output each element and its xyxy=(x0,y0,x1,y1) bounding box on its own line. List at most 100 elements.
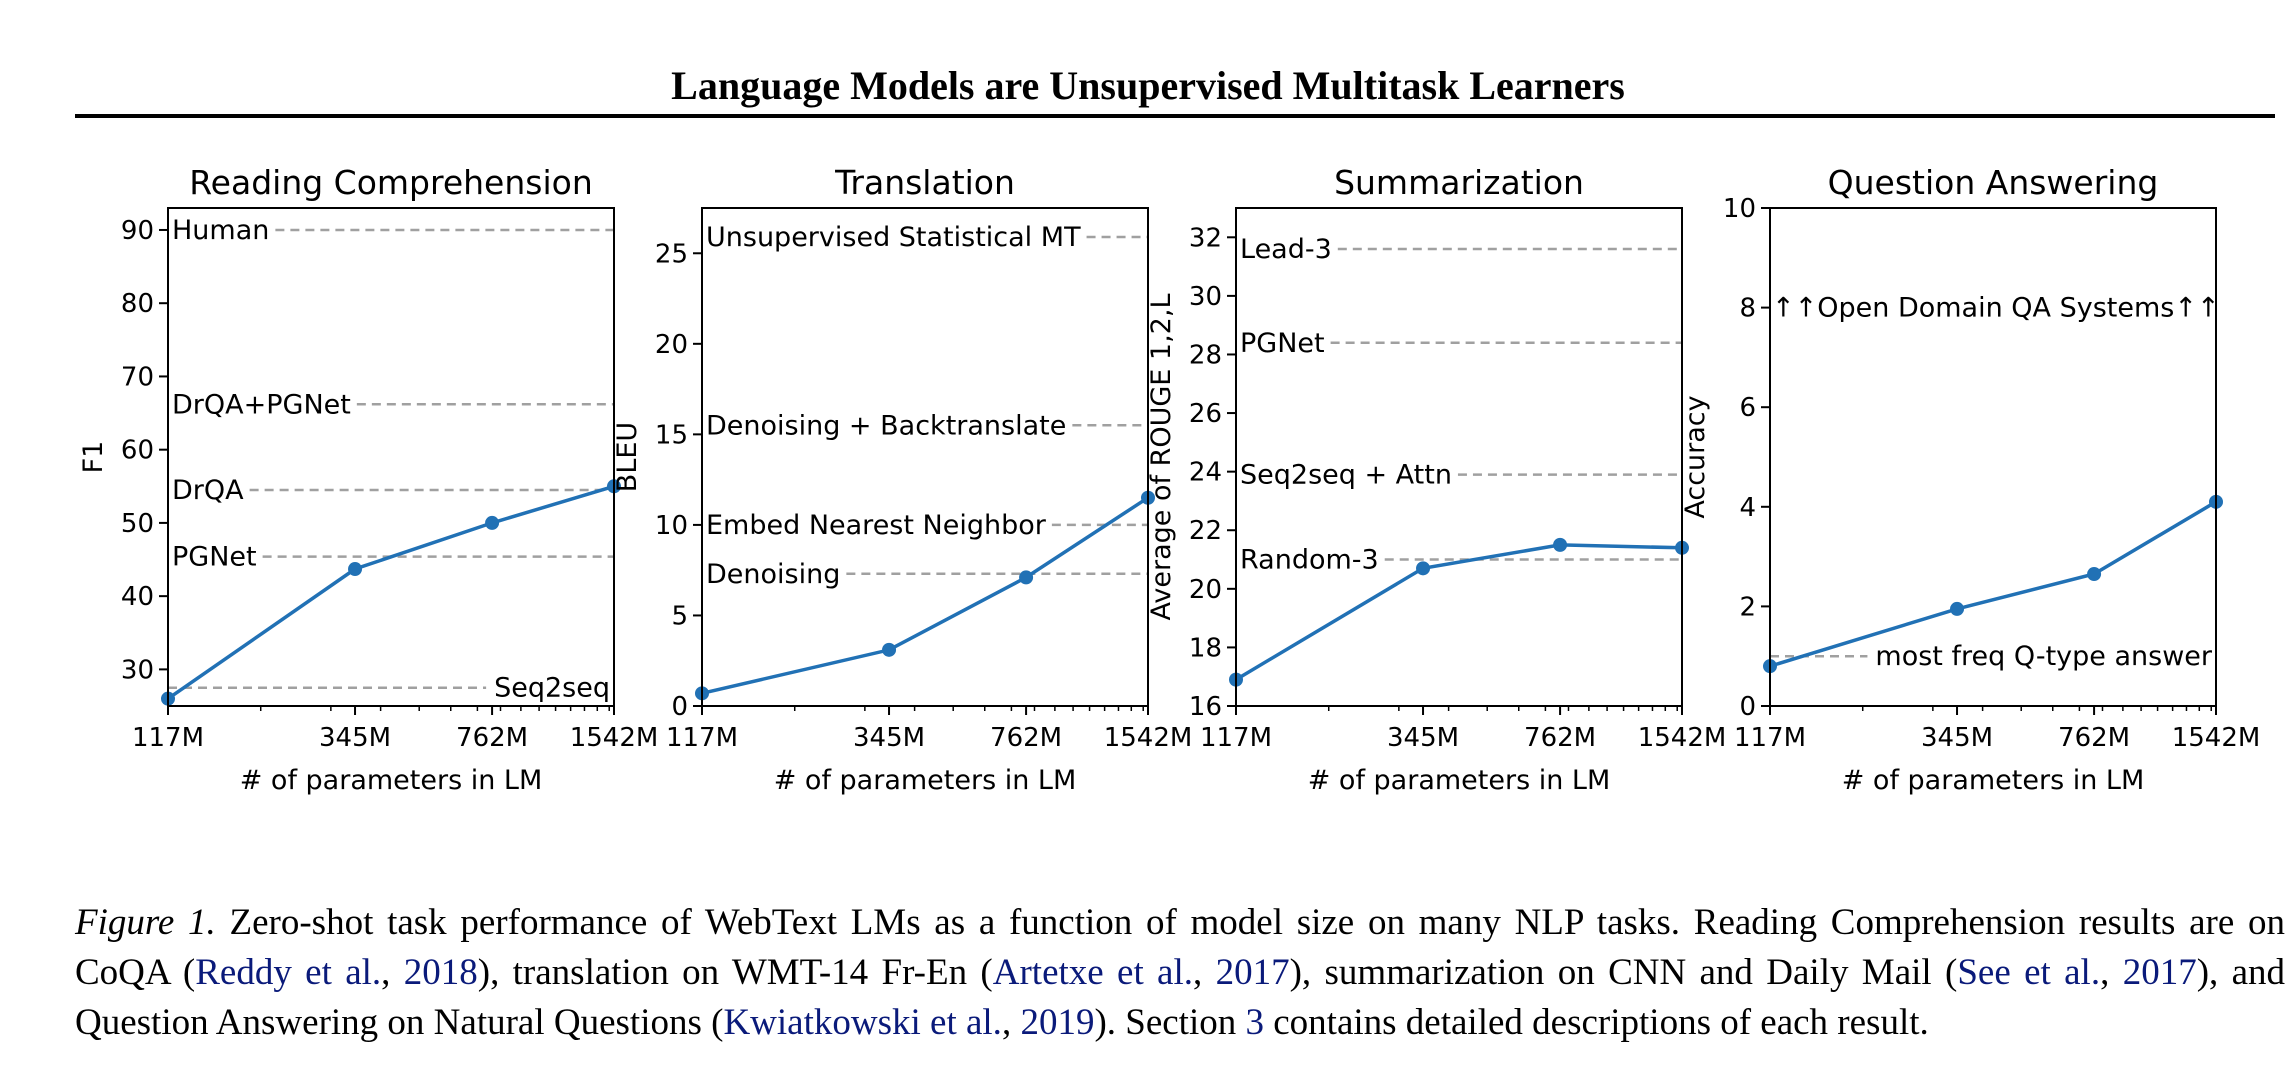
y-axis-label: Accuracy xyxy=(1680,395,1711,518)
figure-1-charts: Reading Comprehension Human DrQA+PGNet DrQA… xyxy=(78,163,2261,796)
data-point xyxy=(485,515,500,530)
x-axis-label: # of parameters in LM xyxy=(1308,765,1611,796)
x-tick-label: 345M xyxy=(1387,723,1459,753)
header-rule xyxy=(75,114,2275,118)
y-tick-label: 30 xyxy=(121,655,154,685)
reference-label: Seq2seq + Attn xyxy=(1240,460,1452,491)
citation-link-see[interactable]: See et al. xyxy=(1957,952,2101,993)
axes-frame xyxy=(1235,207,1683,707)
reference-label: Denoising xyxy=(706,559,840,590)
citation-year-link-see[interactable]: 2017 xyxy=(2122,952,2197,993)
chart-title: Question Answering xyxy=(1828,163,2159,202)
x-tick-label: 345M xyxy=(853,723,925,753)
x-tick-label: 1542M xyxy=(570,723,659,753)
chart-title: Translation xyxy=(834,163,1015,202)
citation-link-reddy[interactable]: Reddy et al. xyxy=(195,952,382,993)
y-tick-label: 5 xyxy=(671,601,688,631)
series-line xyxy=(701,496,1149,696)
y-tick-label: 10 xyxy=(1723,194,1756,224)
figure-label: Figure 1. xyxy=(75,902,216,943)
y-tick-label: 26 xyxy=(1189,399,1222,429)
caption-text: Zero-shot task performance of WebText LM… xyxy=(75,902,2285,993)
axes-frame xyxy=(1769,207,2217,707)
y-tick-label: 50 xyxy=(121,509,154,539)
citation-year-link-artetxe[interactable]: 2017 xyxy=(1215,952,1290,993)
y-tick-label: 8 xyxy=(1739,294,1756,324)
x-tick-label: 1542M xyxy=(2172,723,2261,753)
series-line xyxy=(167,484,615,701)
x-tick-label: 117M xyxy=(666,723,738,753)
y-axis-label: F1 xyxy=(78,441,109,474)
reference-label: Unsupervised Statistical MT xyxy=(706,222,1081,253)
data-point xyxy=(1553,537,1568,552)
x-tick-label: 117M xyxy=(132,723,204,753)
caption-text: , xyxy=(381,952,404,993)
y-tick-label: 28 xyxy=(1189,340,1222,370)
series-line xyxy=(1235,543,1683,682)
citation-link-kwiatkowski[interactable]: Kwiatkowski et al. xyxy=(723,1002,1002,1043)
x-tick-label: 762M xyxy=(456,723,528,753)
y-axis-label: BLEU xyxy=(612,422,643,492)
y-tick-label: 0 xyxy=(1739,692,1756,722)
citation-year-link-kwiatkowski[interactable]: 2019 xyxy=(1020,1002,1095,1043)
y-tick-label: 20 xyxy=(1189,575,1222,605)
x-axis-label: # of parameters in LM xyxy=(1842,765,2145,796)
reference-label: Denoising + Backtranslate xyxy=(706,410,1066,441)
y-tick-label: 18 xyxy=(1189,633,1222,663)
reference-label: Seq2seq xyxy=(494,673,610,704)
figure-caption: Figure 1. Zero-shot task performance of … xyxy=(75,898,2285,1048)
y-tick-label: 30 xyxy=(1189,282,1222,312)
caption-text: ), translation on WMT-14 Fr-En ( xyxy=(477,952,993,993)
y-axis-label: Average of ROUGE 1,2,L xyxy=(1146,294,1177,621)
series-line xyxy=(1769,500,2217,668)
paper-running-title: Language Models are Unsupervised Multita… xyxy=(671,63,1625,108)
reference-label: DrQA+PGNet xyxy=(172,389,351,420)
y-tick-label: 40 xyxy=(121,582,154,612)
axes-frame xyxy=(167,207,615,707)
caption-text: , xyxy=(1001,1002,1021,1043)
y-tick-label: 80 xyxy=(121,289,154,319)
y-tick-label: 32 xyxy=(1189,223,1222,253)
x-tick-label: 345M xyxy=(319,723,391,753)
axes-frame xyxy=(701,207,1149,707)
y-tick-label: 22 xyxy=(1189,516,1222,546)
data-point xyxy=(1019,570,1034,585)
x-tick-label: 1542M xyxy=(1104,723,1193,753)
data-point xyxy=(1416,561,1431,576)
data-point xyxy=(1950,601,1965,616)
caption-text: , xyxy=(2100,952,2123,993)
chart-title: Summarization xyxy=(1334,163,1584,202)
y-tick-label: 24 xyxy=(1189,458,1222,488)
annotation-label: ↑↑Open Domain QA Systems↑↑ xyxy=(1772,293,2220,324)
reference-label: Lead-3 xyxy=(1240,234,1332,265)
y-tick-label: 15 xyxy=(655,420,688,450)
caption-text: , xyxy=(1193,952,1216,993)
citation-link-artetxe[interactable]: Artetxe et al. xyxy=(992,952,1194,993)
reference-label: Random-3 xyxy=(1240,545,1379,576)
data-point xyxy=(348,562,363,577)
y-tick-label: 4 xyxy=(1739,493,1756,523)
reference-label: PGNet xyxy=(172,542,257,573)
section-link[interactable]: 3 xyxy=(1245,1002,1265,1043)
y-tick-label: 10 xyxy=(655,511,688,541)
x-tick-label: 117M xyxy=(1734,723,1806,753)
reference-label: Human xyxy=(172,215,269,246)
y-tick-label: 60 xyxy=(121,436,154,466)
reference-label: most freq Q-type answer xyxy=(1875,641,2212,672)
chart-title: Reading Comprehension xyxy=(189,163,593,202)
citation-year-link-reddy[interactable]: 2018 xyxy=(403,952,478,993)
data-point xyxy=(882,642,897,657)
reference-label: PGNet xyxy=(1240,328,1325,359)
y-tick-label: 20 xyxy=(655,330,688,360)
caption-text: contains detailed descriptions of each r… xyxy=(1264,1002,1929,1043)
x-axis-label: # of parameters in LM xyxy=(240,765,543,796)
reference-label: Embed Nearest Neighbor xyxy=(706,510,1047,541)
x-tick-label: 1542M xyxy=(1638,723,1727,753)
caption-text: ). Section xyxy=(1094,1002,1246,1043)
x-tick-label: 762M xyxy=(1524,723,1596,753)
y-tick-label: 25 xyxy=(655,239,688,269)
y-tick-label: 2 xyxy=(1739,592,1756,622)
reference-label: DrQA xyxy=(172,475,244,506)
y-tick-label: 0 xyxy=(671,692,688,722)
y-tick-label: 90 xyxy=(121,216,154,246)
